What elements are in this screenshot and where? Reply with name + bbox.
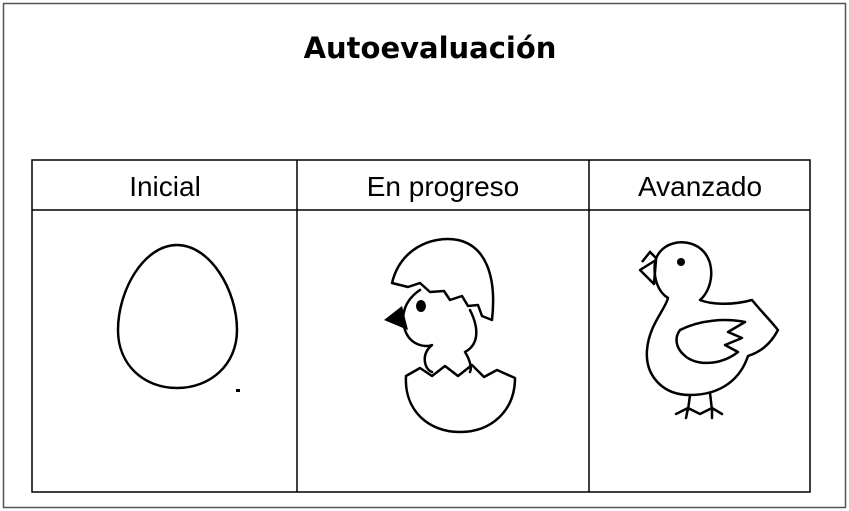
column-header: Avanzado xyxy=(638,171,762,202)
column-header: En progreso xyxy=(367,171,520,202)
hatching-chick-icon xyxy=(384,237,517,434)
chick-icon xyxy=(638,241,780,420)
title: Autoevaluación xyxy=(304,31,557,65)
egg-icon xyxy=(116,243,240,392)
table-border xyxy=(31,159,811,493)
table: Inicial En progreso Avanzado xyxy=(31,159,811,493)
column-header: Inicial xyxy=(129,171,201,202)
